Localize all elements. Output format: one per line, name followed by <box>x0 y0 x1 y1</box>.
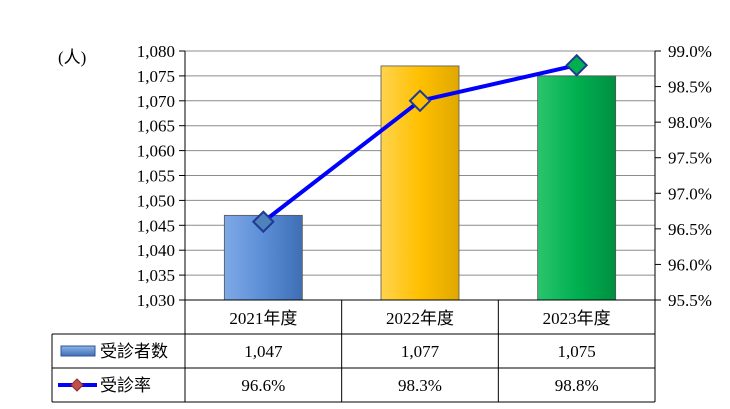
table-value-rate: 98.3% <box>398 376 442 395</box>
left-tick-label: 1,040 <box>137 241 175 260</box>
category-label: 2021年度 <box>229 309 297 328</box>
right-tick-label: 97.5% <box>668 149 712 168</box>
left-tick-label: 1,070 <box>137 92 175 111</box>
left-tick-label: 1,060 <box>137 142 175 161</box>
left-tick-label: 1,065 <box>137 117 175 136</box>
legend-bar-swatch <box>60 345 96 357</box>
left-tick-label: 1,045 <box>137 216 175 235</box>
bar-2023年度 <box>537 75 617 301</box>
right-tick-label: 96.5% <box>668 220 712 239</box>
rate-marker-2023年度 <box>565 53 589 77</box>
legend-bar-label: 受診者数 <box>100 342 168 361</box>
right-axis-ticks: 95.5% 96.0% 96.5% 97.0% 97.5% 98.0% 98.5% 99.0% <box>655 42 712 310</box>
line-series <box>251 53 589 234</box>
table-value-rate: 96.6% <box>241 376 285 395</box>
table-value-count: 1,077 <box>401 342 440 361</box>
rate-marker-2021年度 <box>251 210 275 234</box>
right-tick-label: 98.5% <box>668 78 712 97</box>
y-unit-label: (人) <box>58 48 86 67</box>
left-tick-label: 1,035 <box>137 266 175 285</box>
left-tick-label: 1,030 <box>137 291 175 310</box>
left-tick-label: 1,055 <box>137 167 175 186</box>
left-tick-label: 1,075 <box>137 67 175 86</box>
right-tick-label: 98.0% <box>668 113 712 132</box>
legend-line-marker <box>70 378 84 392</box>
category-label: 2023年度 <box>543 309 611 328</box>
right-tick-label: 95.5% <box>668 291 712 310</box>
left-tick-label: 1,080 <box>137 42 175 61</box>
table-value-rate: 98.8% <box>555 376 599 395</box>
left-axis-ticks: 1,030 1,035 1,040 1,045 1,050 1,055 1,060 1,065… <box>137 42 185 310</box>
right-tick-label: 99.0% <box>668 42 712 61</box>
rate-marker-2022年度 <box>408 89 432 113</box>
category-label: 2022年度 <box>386 309 454 328</box>
right-tick-label: 97.0% <box>668 184 712 203</box>
table-value-count: 1,047 <box>244 342 283 361</box>
right-tick-label: 96.0% <box>668 255 712 274</box>
legend-line-label: 受診率 <box>100 376 151 395</box>
left-tick-label: 1,050 <box>137 191 175 210</box>
table-value-count: 1,075 <box>558 342 596 361</box>
